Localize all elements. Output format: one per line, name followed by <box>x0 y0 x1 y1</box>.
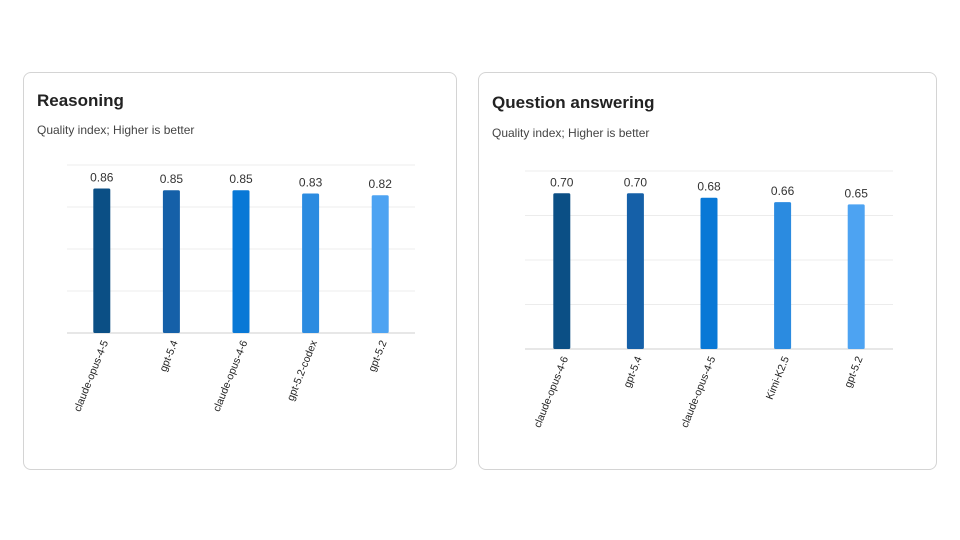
data-label: 0.83 <box>299 176 323 190</box>
data-label: 0.66 <box>771 184 795 198</box>
x-tick-label: claude-opus-4-6 <box>532 355 572 430</box>
bar <box>93 188 111 333</box>
data-label: 0.70 <box>624 175 648 189</box>
data-label: 0.85 <box>160 172 184 186</box>
bar <box>774 202 792 349</box>
bar <box>232 190 250 333</box>
data-label: 0.68 <box>697 180 721 194</box>
bar <box>371 195 389 333</box>
chart-subtitle: Quality index; Higher is better <box>492 126 650 140</box>
bar <box>553 193 571 349</box>
data-label: 0.86 <box>90 171 114 185</box>
x-tick-label: gpt-5.2-codex <box>285 338 320 403</box>
data-label: 0.85 <box>229 172 253 186</box>
x-tick-label: claude-opus-4-5 <box>72 339 112 414</box>
x-tick-label: gpt-5.4 <box>157 339 180 374</box>
data-label: 0.82 <box>369 177 393 191</box>
question-answering-card: Question answering Quality index; Higher… <box>478 72 937 470</box>
bar <box>700 197 718 349</box>
question-answering-bar-chart: 0.70 claude-opus-4-6 0.70 gpt-5.4 0.68 claude… <box>525 170 893 430</box>
chart-title: Question answering <box>492 93 655 112</box>
x-tick-label: Kimi-K2.5 <box>764 355 792 402</box>
bar <box>162 190 180 333</box>
chart-subtitle: Quality index; Higher is better <box>37 123 195 137</box>
data-label: 0.65 <box>845 186 869 200</box>
chart-title: Reasoning <box>37 91 124 110</box>
x-tick-label: gpt-5.2 <box>366 339 389 374</box>
x-tick-label: claude-opus-4-5 <box>679 355 719 430</box>
x-tick-label: claude-opus-4-6 <box>211 339 251 414</box>
reasoning-card: Reasoning Quality index; Higher is bette… <box>23 72 457 470</box>
bar <box>302 193 320 333</box>
x-tick-label: gpt-5.2 <box>842 355 865 390</box>
bar <box>626 193 644 349</box>
data-label: 0.70 <box>550 175 574 189</box>
x-tick-label: gpt-5.4 <box>621 355 644 390</box>
bar <box>847 204 865 349</box>
reasoning-bar-chart: 0.86 claude-opus-4-5 0.85 gpt-5.4 0.85 claude… <box>67 164 415 414</box>
